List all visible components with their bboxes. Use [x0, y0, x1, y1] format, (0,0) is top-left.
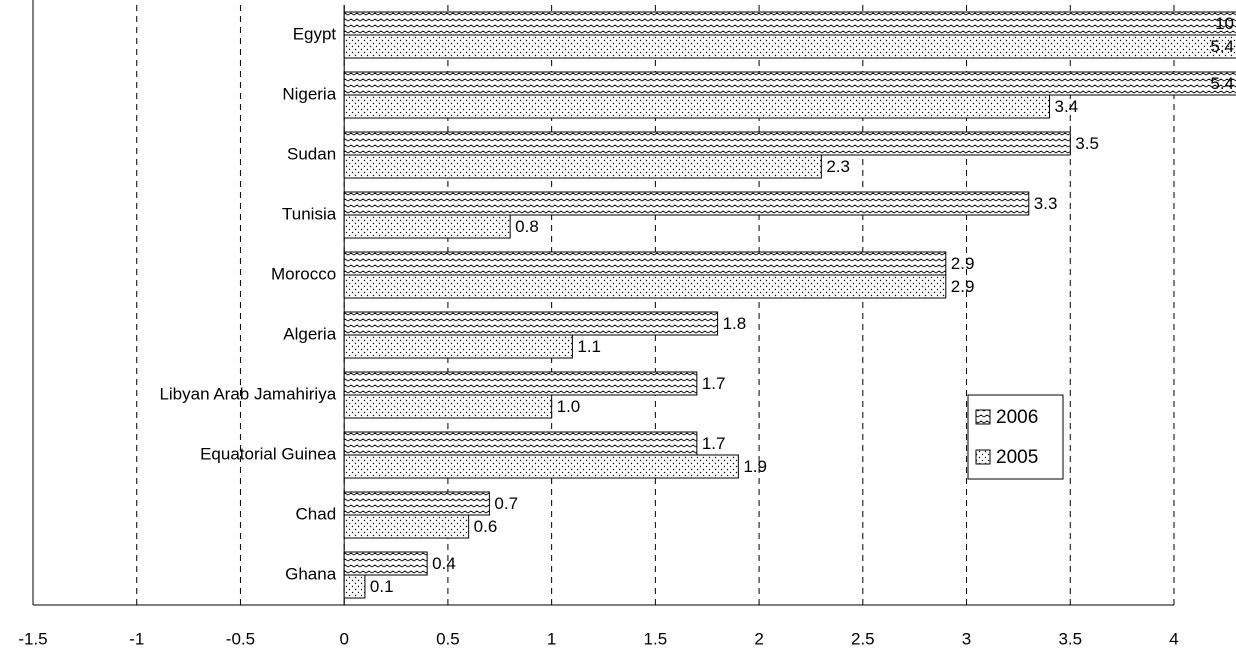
value-label: 5.4	[1210, 37, 1234, 56]
legend-box	[967, 394, 1064, 480]
x-tick-label: -1	[129, 629, 144, 648]
value-label: 1.7	[702, 374, 726, 393]
x-tick-label: 3	[962, 629, 971, 648]
value-label: 3.4	[1055, 97, 1079, 116]
bar	[343, 334, 573, 359]
bar	[343, 11, 1236, 36]
category-label: Chad	[296, 504, 337, 523]
bar	[343, 454, 739, 479]
value-label: 0.4	[432, 554, 456, 573]
bar	[343, 94, 1051, 119]
bar	[343, 251, 947, 276]
x-tick-label: 3.5	[1058, 629, 1082, 648]
category-label: Morocco	[271, 264, 336, 283]
category-label: Tunisia	[282, 204, 337, 223]
legend-swatch	[975, 449, 991, 465]
bar	[343, 551, 428, 576]
bars	[343, 11, 1236, 599]
bar	[343, 574, 366, 599]
legend-label: 2005	[996, 447, 1038, 468]
x-tick-label: 2	[754, 629, 763, 648]
value-label: 1.9	[743, 457, 767, 476]
x-tick-label: 2.5	[851, 629, 875, 648]
value-label: 3.5	[1075, 134, 1099, 153]
value-label: 2.3	[826, 157, 850, 176]
bar	[343, 491, 490, 516]
bar	[343, 34, 1236, 59]
legend-swatch	[975, 409, 991, 425]
bar	[343, 311, 719, 336]
category-label: Sudan	[287, 144, 336, 163]
value-label: 0.6	[474, 517, 498, 536]
value-label: 0.8	[515, 217, 539, 236]
x-tick-label: 0	[339, 629, 348, 648]
value-label: 2.9	[951, 277, 975, 296]
x-tick-label: 0.5	[436, 629, 460, 648]
bar	[343, 394, 553, 419]
bar	[343, 131, 1071, 156]
x-tick-label: -1.5	[18, 629, 47, 648]
value-label: 1.8	[723, 314, 747, 333]
value-label: 5.4	[1210, 74, 1234, 93]
value-label: 2.9	[951, 254, 975, 273]
value-label: 3.3	[1034, 194, 1058, 213]
bar	[343, 214, 511, 239]
bar	[343, 71, 1236, 96]
x-tick-label: 1.5	[644, 629, 668, 648]
category-label: Egypt	[293, 24, 337, 43]
value-label: 1.0	[557, 397, 581, 416]
bar	[343, 191, 1030, 216]
bar	[343, 431, 698, 456]
value-label: 0.1	[370, 577, 394, 596]
value-label: 10	[1215, 14, 1234, 33]
legend-label: 2006	[996, 407, 1038, 428]
bar	[343, 274, 947, 299]
value-label: 1.1	[577, 337, 601, 356]
x-tick-label: 4	[1169, 629, 1178, 648]
x-tick-label: 1	[547, 629, 556, 648]
value-label: 1.7	[702, 434, 726, 453]
category-label: Libyan Arab Jamahiriya	[159, 384, 336, 403]
x-tick-label: -0.5	[226, 629, 255, 648]
category-label: Nigeria	[282, 84, 336, 103]
bar	[343, 514, 470, 539]
category-label: Equatorial Guinea	[200, 444, 337, 463]
bar	[343, 371, 698, 396]
category-label: Algeria	[283, 324, 336, 343]
category-label: Ghana	[285, 564, 337, 583]
value-label: 0.7	[494, 494, 518, 513]
bar	[343, 154, 822, 179]
labels: -1.5 -1 -0.5 0 0.5 1 1.5 2 2.5 3 3.5 4 Egypt 10 5.4 Nig…	[18, 14, 1234, 649]
